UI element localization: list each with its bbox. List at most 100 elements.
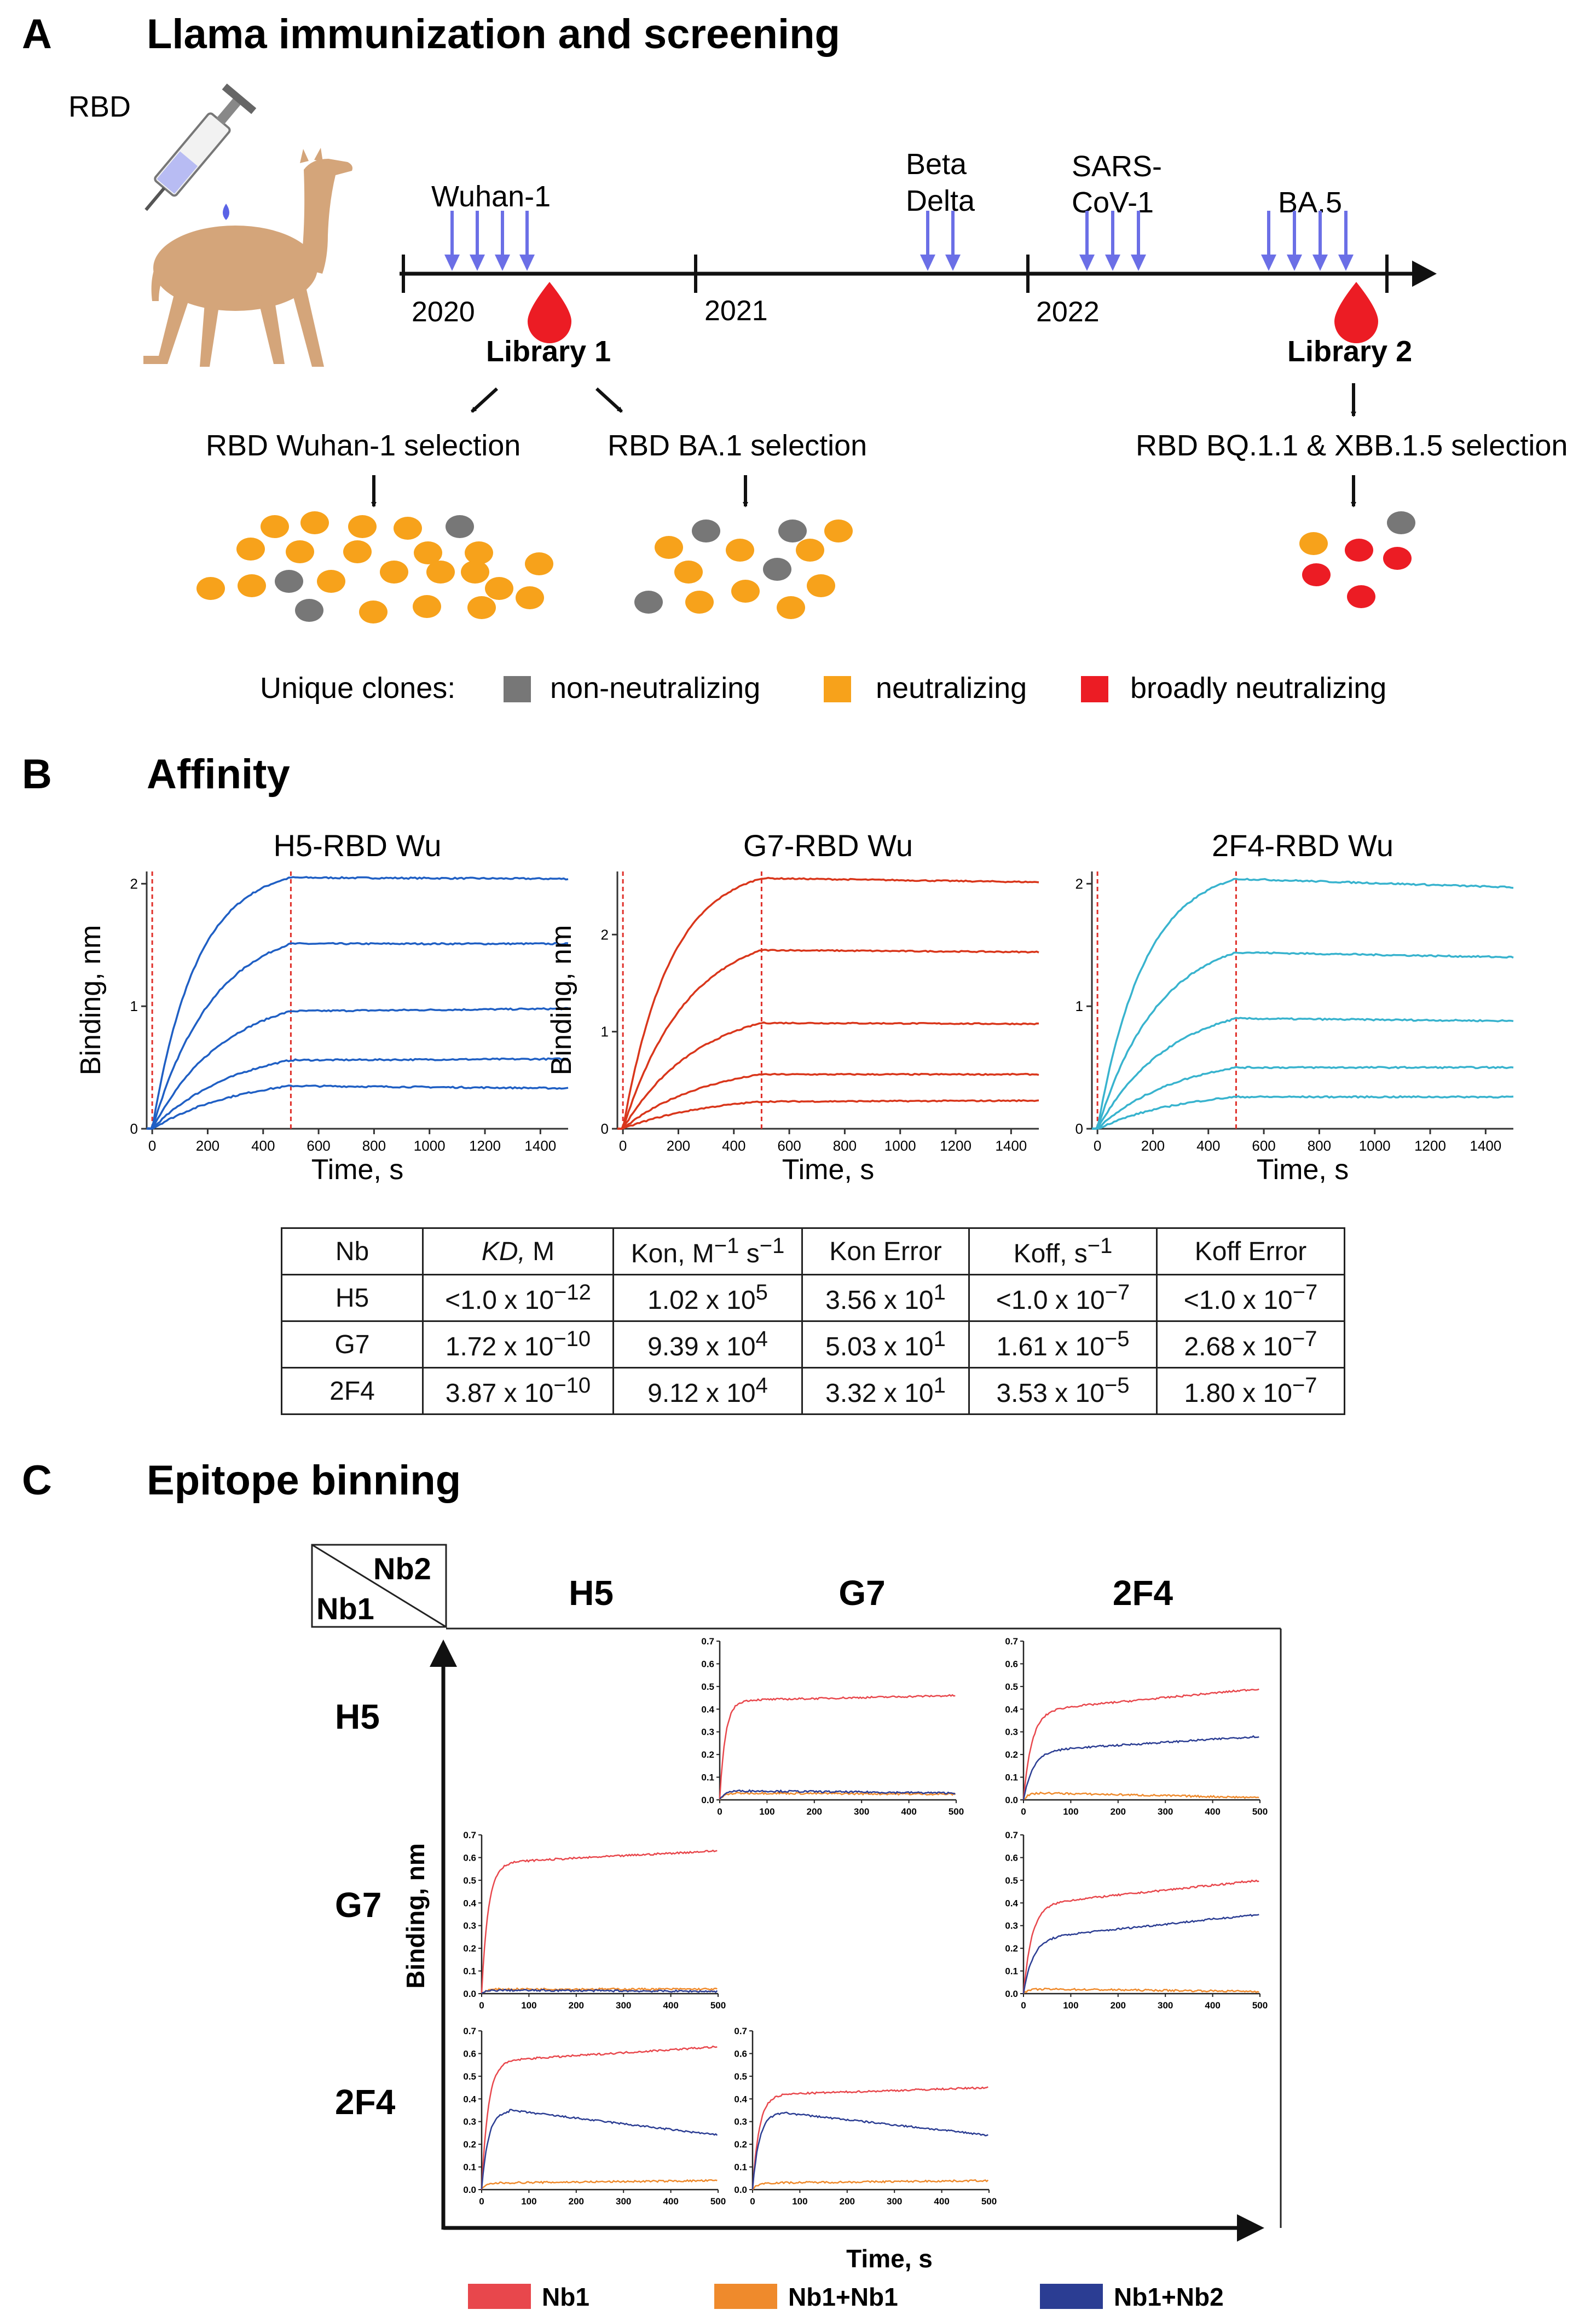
y-tick-label: 0.3	[463, 1921, 476, 1931]
x-tick-label: 100	[792, 2196, 807, 2207]
kinetic-curve	[1091, 1065, 1514, 1130]
panel-a-title: Llama immunization and screening	[147, 11, 840, 57]
immunization-arrowhead	[1287, 255, 1302, 271]
legend-title: Unique clones:	[260, 672, 455, 705]
kinetic-curve	[1091, 951, 1514, 1130]
panel-b-title: Affinity	[147, 751, 290, 798]
immunization-arrowhead	[1312, 255, 1328, 271]
flow-arrow	[595, 387, 623, 413]
y-tick-label: 0	[130, 1121, 138, 1137]
y-tick-label: 0.5	[701, 1682, 714, 1692]
clone-cluster-bq-xbb	[1299, 511, 1415, 608]
y-tick-label: 0.0	[734, 2185, 747, 2195]
table-cell: <1.0 x 10−7	[1156, 1274, 1345, 1322]
x-tick-label: 1400	[995, 1138, 1027, 1154]
x-tick-label: 100	[521, 2196, 536, 2207]
x-tick-label: 800	[1308, 1138, 1331, 1154]
kinetic-curve	[617, 876, 1039, 1130]
binning-chart: 0.0 0.1 0.2 0.3 0.4 0.5 0.6 0.7 0 100 200 300 400 500	[734, 2026, 997, 2207]
x-tick-label: 100	[759, 1806, 774, 1817]
binning-curve	[751, 2086, 988, 2190]
y-tick-label: 0.1	[463, 2162, 476, 2173]
table-header-cell: Kon, M−1 s−1	[612, 1227, 803, 1275]
y-axis-label: Binding, nm	[546, 925, 577, 1076]
table-cell: <1.0 x 10−12	[422, 1274, 614, 1322]
x-tick-label: 300	[1158, 2000, 1173, 2011]
x-tick-label: 800	[362, 1138, 386, 1154]
kinetic-curve	[146, 942, 569, 1130]
x-tick-label: 400	[722, 1138, 745, 1154]
llama-icon	[143, 148, 352, 367]
immunization-arrows	[444, 211, 1354, 271]
x-tick-label: 0	[148, 1138, 156, 1154]
x-tick-label: 1000	[414, 1138, 446, 1154]
x-tick-label: 100	[1063, 1806, 1078, 1817]
x-tick-label: 0	[750, 2196, 755, 2207]
flow-arrow	[470, 387, 499, 413]
binning-ylabel: Binding, nm	[401, 1843, 430, 1989]
x-tick-label: 1000	[884, 1138, 916, 1154]
table-cell: H5	[281, 1274, 424, 1322]
y-tick-label: 0.5	[734, 2071, 747, 2082]
row-label-2f4: 2F4	[335, 2082, 396, 2122]
y-tick-label: 0.5	[1005, 1875, 1018, 1886]
y-tick-label: 0.0	[463, 1989, 476, 1999]
y-tick-label: 0.3	[734, 2117, 747, 2127]
table-cell: 9.12 x 104	[612, 1367, 803, 1415]
binning-curve	[481, 2045, 718, 2190]
y-tick-label: 0.4	[1005, 1898, 1018, 1908]
immunization-arrowhead	[1338, 255, 1354, 271]
binning-curve	[481, 1988, 718, 1994]
row-label-h5: H5	[335, 1697, 380, 1736]
legend-swatch-nb1nb2	[1040, 2284, 1103, 2309]
y-tick-label: 0.1	[1005, 1772, 1018, 1783]
x-axis-label: Time, s	[311, 1154, 404, 1186]
x-tick-label: 400	[934, 2196, 949, 2207]
y-tick-label: 0.0	[463, 2185, 476, 2195]
immunization-arrowhead	[444, 255, 460, 271]
table-row: 2F4 3.87 x 10−10 9.12 x 104 3.32 x 101 3…	[281, 1367, 1345, 1415]
y-tick-label: 0.6	[701, 1659, 714, 1669]
binning-chart: 0.0 0.1 0.2 0.3 0.4 0.5 0.6 0.7 0 100 200 300 400 500	[1005, 1636, 1268, 1817]
syringe-icon	[144, 83, 257, 220]
legend-swatch-nonneutralizing	[504, 676, 531, 702]
table-cell: 9.39 x 104	[612, 1320, 803, 1369]
x-tick-label: 300	[616, 2196, 631, 2207]
x-tick-label: 600	[777, 1138, 801, 1154]
y-tick-label: 0.2	[463, 2139, 476, 2150]
table-cell: 5.03 x 101	[801, 1320, 970, 1369]
binning-curve	[481, 2109, 718, 2189]
legend-broadly-neutralizing: broadly neutralizing	[1130, 672, 1386, 705]
antigen-label: RBD	[68, 90, 131, 123]
x-tick-label: 400	[901, 1806, 916, 1817]
y-tick-label: 0.6	[1005, 1659, 1018, 1669]
x-axis-label: Time, s	[782, 1154, 875, 1186]
binning-curve	[1022, 1879, 1259, 1994]
binning-curve	[1022, 1914, 1259, 1994]
binning-chart: 0.0 0.1 0.2 0.3 0.4 0.5 0.6 0.7 0 100 200 300 400 500	[701, 1636, 964, 1817]
x-tick-label: 1200	[469, 1138, 501, 1154]
x-tick-label: 300	[854, 1806, 869, 1817]
immunization-beta: Beta	[906, 148, 967, 181]
table-header-cell: Kon Error	[801, 1227, 970, 1275]
y-tick-label: 2	[130, 875, 138, 892]
matrix-frame	[430, 1627, 1282, 2242]
y-tick-label: 0.4	[463, 2094, 476, 2104]
x-tick-label: 500	[981, 2196, 997, 2207]
selection-bq-xbb: RBD BQ.1.1 & XBB.1.5 selection	[1136, 429, 1568, 462]
binning-chart: 0.0 0.1 0.2 0.3 0.4 0.5 0.6 0.7 0 100 200 300 400 500	[463, 2026, 726, 2207]
y-tick-label: 0.7	[1005, 1636, 1018, 1647]
panel-c-letter: C	[22, 1457, 52, 1504]
year-2020: 2020	[412, 296, 475, 328]
kinetics-chart: H5-RBD Wu 0 1 2 0 200 400 600 800 1000 1200 1400 Tim…	[75, 828, 569, 1186]
x-tick-label: 200	[807, 1806, 822, 1817]
binning-curve	[1022, 1987, 1259, 1994]
binning-curve	[719, 1789, 956, 1800]
y-tick-label: 0.7	[463, 1830, 476, 1840]
y-tick-label: 0.6	[463, 1852, 476, 1863]
table-cell: G7	[281, 1320, 424, 1369]
x-tick-label: 0	[1094, 1138, 1101, 1154]
x-tick-label: 500	[1252, 2000, 1268, 2011]
table-row: H5 <1.0 x 10−12 1.02 x 105 3.56 x 101 <1…	[281, 1274, 1345, 1322]
y-tick-label: 0.6	[1005, 1852, 1018, 1863]
